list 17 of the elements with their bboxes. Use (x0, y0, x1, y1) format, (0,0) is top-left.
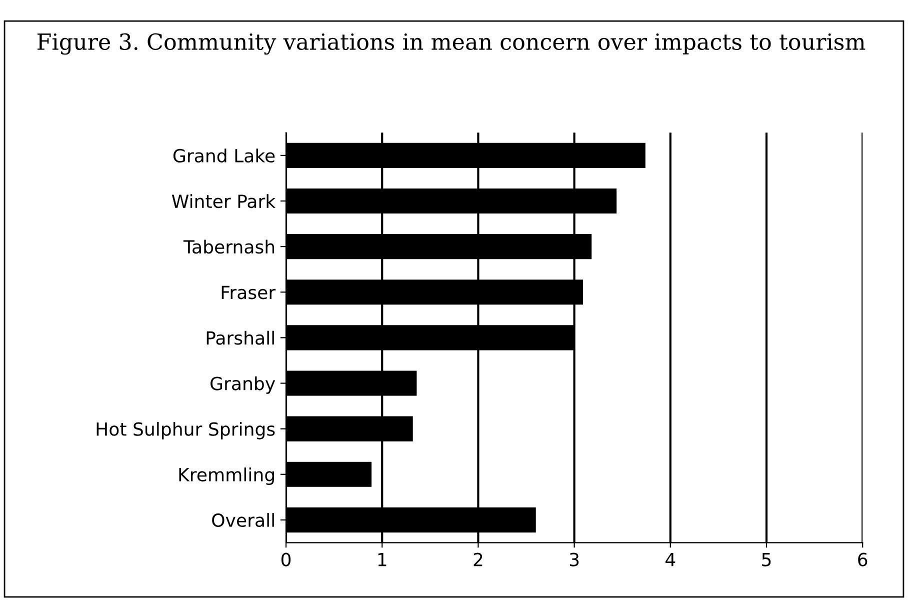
y-tick-label: Parshall (206, 330, 274, 345)
y-tick-label: Tabernash (183, 240, 274, 254)
y-tick-label: Overall (212, 513, 274, 528)
y-tick-label: Granby (210, 376, 276, 394)
x-tick-label: 2 (474, 552, 482, 566)
y-tick-label: Kremmling (179, 468, 274, 485)
x-tick-label: 6 (858, 552, 868, 566)
x-tick-label: 4 (666, 552, 676, 566)
y-tick-label: Hot Sulphur Springs (96, 422, 275, 440)
x-tick-label: 1 (378, 552, 386, 566)
y-tick-label: Grand Lake (173, 148, 275, 163)
x-tick-label: 0 (281, 552, 291, 566)
chart-title: Figure 3. Community variations in mean concern over impacts to tourism (38, 33, 866, 55)
y-tick-label: Winter Park (172, 194, 276, 208)
y-tick-label: Fraser (222, 286, 276, 300)
x-tick-label: 5 (762, 552, 771, 566)
x-tick-label: 3 (570, 552, 579, 566)
